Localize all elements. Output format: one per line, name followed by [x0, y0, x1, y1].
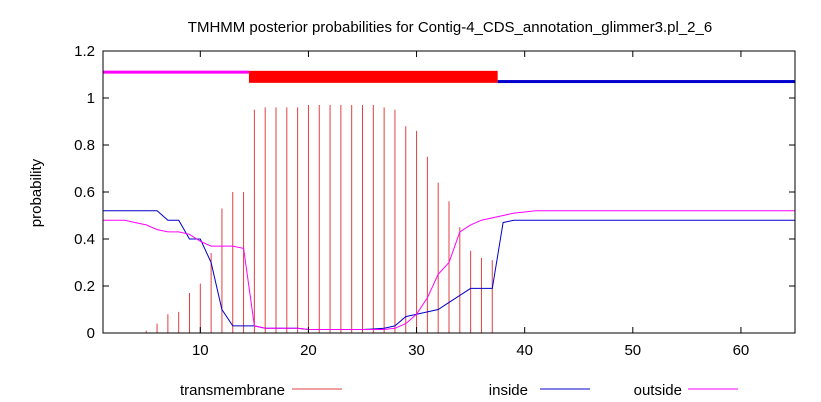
series-line-outside [103, 210, 795, 330]
legend: transmembrane inside outside [180, 382, 738, 399]
y-tick-label: 0.4 [74, 231, 95, 248]
legend-label-transmembrane: transmembrane [180, 382, 285, 399]
chart-title: TMHMM posterior probabilities for Contig… [188, 19, 712, 36]
topology-bar-inside [497, 80, 795, 84]
y-tick-label: 0.6 [74, 184, 95, 201]
legend-label-inside: inside [489, 382, 528, 399]
y-tick-label: 0.8 [74, 137, 95, 154]
y-axis-label: probability [28, 158, 45, 227]
x-tick-label: 60 [733, 342, 750, 359]
x-tick-label: 10 [192, 342, 209, 359]
y-tick-label: 1.2 [74, 43, 95, 60]
series-line-inside [103, 210, 795, 330]
topology-bar-transmembrane [248, 70, 498, 83]
x-tick-label: 30 [408, 342, 425, 359]
topology-bar-outside [103, 70, 249, 74]
legend-label-outside: outside [634, 382, 682, 399]
axes: 0 0.2 0.4 0.6 0.8 1 1.2 10 20 30 40 50 60 [74, 43, 796, 359]
y-tick-label: 1 [87, 90, 95, 107]
x-tick-label: 20 [300, 342, 317, 359]
plot-area [103, 70, 795, 333]
x-tick-label: 50 [624, 342, 641, 359]
y-tick-label: 0 [87, 325, 95, 342]
x-tick-label: 40 [516, 342, 533, 359]
y-tick-label: 0.2 [74, 278, 95, 295]
